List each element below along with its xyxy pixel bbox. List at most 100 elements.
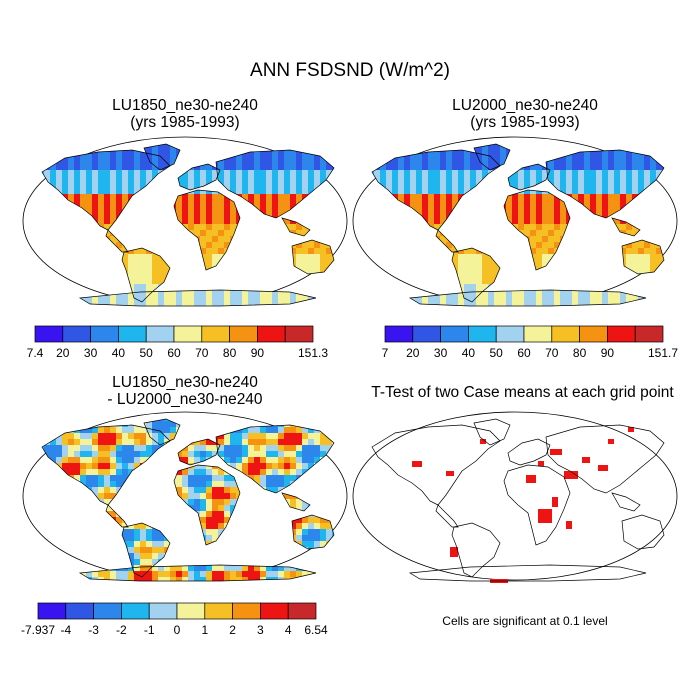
- colorbar-tick-label: 30: [83, 346, 98, 360]
- coastline-asia: [545, 149, 665, 219]
- colorbar-tick-label: 4: [284, 623, 292, 637]
- colorbar-swatch: [229, 325, 258, 343]
- panel-title-lu2000: LU2000_ne30-ne240 (yrs 1985-1993): [375, 97, 675, 131]
- colorbar-lu1850: [34, 325, 314, 343]
- colorbar-swatch: [579, 325, 608, 343]
- significance-note: Cells are significant at 0.1 level: [442, 614, 608, 628]
- coastline-asia: [545, 424, 665, 494]
- colorbar-swatch: [90, 325, 119, 343]
- coastline-antarctica: [78, 564, 317, 582]
- colorbar-swatch: [201, 325, 230, 343]
- colorbar-swatch: [384, 325, 414, 343]
- coastline-antarctica: [78, 289, 317, 307]
- colorbar-swatch: [37, 602, 67, 620]
- colorbar-tick-label: 7.4: [26, 346, 44, 360]
- colorbar-tick-label: 80: [572, 346, 587, 360]
- coastline-south-america: [121, 522, 171, 578]
- coastline-south-america: [451, 247, 501, 303]
- coastline-north-america: [371, 149, 501, 231]
- map-diff: [22, 411, 348, 582]
- colorbar-tick-label: 50: [489, 346, 503, 360]
- colorbar-tick-label: 7: [381, 346, 389, 360]
- colorbar-diff: [37, 602, 317, 620]
- colorbar-swatch: [145, 325, 175, 343]
- coastlines: [41, 418, 335, 582]
- colorbar-swatch: [634, 325, 664, 343]
- coastline-southeast-asia: [611, 217, 641, 237]
- coastline-australia: [621, 239, 665, 275]
- colorbar-tick-label: -3: [88, 623, 99, 637]
- colorbar-tick-label: 80: [222, 346, 237, 360]
- coastline-southeast-asia: [281, 492, 311, 512]
- colorbar-tick-label: 90: [600, 346, 615, 360]
- colorbar-tick-label: 60: [517, 346, 531, 360]
- panel-title-line2: - LU2000_ne30-ne240: [107, 391, 263, 408]
- coastline-north-america: [41, 424, 171, 506]
- coastlines: [371, 143, 665, 307]
- coastline-africa: [173, 464, 241, 546]
- coastline-africa: [173, 189, 241, 271]
- colorbar-tick-label: 20: [56, 346, 70, 360]
- colorbar-swatch: [495, 325, 525, 343]
- coastlines: [371, 418, 665, 582]
- colorbar-labels-lu2000: 7 20 30 40 50 60 70 80 90 151.7: [381, 346, 678, 362]
- colorbar-tick-label: -7.937: [20, 623, 56, 637]
- panel-title-line1: LU2000_ne30-ne240: [452, 97, 598, 114]
- panel-title-lu1850: LU1850_ne30-ne240 (yrs 1985-1993): [40, 97, 330, 131]
- panel-title-line2: (yrs 1985-1993): [130, 114, 240, 131]
- colorbar-swatch: [551, 325, 580, 343]
- coastline-europe: [507, 438, 551, 466]
- colorbar-tick-label: 151.7: [647, 346, 679, 360]
- colorbar-tick-label: -2: [116, 623, 127, 637]
- colorbar-swatch: [121, 602, 150, 620]
- coastline-antarctica: [408, 289, 647, 307]
- colorbar-swatch: [440, 325, 469, 343]
- colorbar-swatch: [148, 602, 178, 620]
- map-ttest: [352, 411, 678, 583]
- coastline-europe: [177, 163, 221, 191]
- coastline-southeast-asia: [611, 492, 641, 512]
- coastline-greenland: [143, 418, 181, 446]
- colorbar-swatch: [468, 325, 497, 343]
- colorbar-swatch: [118, 325, 147, 343]
- coastline-europe: [507, 163, 551, 191]
- colorbar-swatch: [412, 325, 441, 343]
- coastline-australia: [621, 514, 665, 550]
- coastline-north-america: [41, 149, 171, 231]
- coastline-africa: [503, 189, 571, 271]
- colorbar-swatch: [93, 602, 122, 620]
- colorbar-tick-label: 2: [229, 623, 236, 637]
- colorbar-tick-label: 0: [173, 623, 181, 637]
- coastline-antarctica: [408, 564, 647, 582]
- colorbar-tick-label: -1: [143, 623, 155, 637]
- colorbar-tick-label: 6.54: [304, 623, 328, 637]
- colorbar-tick-label: 50: [139, 346, 153, 360]
- panel-title-line1: LU1850_ne30-ne240: [112, 374, 258, 391]
- coastlines: [41, 143, 335, 307]
- coastline-europe: [177, 438, 221, 466]
- colorbar-tick-label: 60: [167, 346, 181, 360]
- coastline-greenland: [473, 418, 511, 446]
- colorbar-tick-label: 40: [461, 346, 476, 360]
- panel-title-line1: T-Test of two Case means at each grid po…: [371, 384, 674, 401]
- colorbar-swatch: [173, 325, 203, 343]
- colorbar-tick-label: 30: [433, 346, 448, 360]
- coastline-south-america: [451, 522, 501, 578]
- coastline-australia: [291, 514, 335, 550]
- colorbar-swatch: [523, 325, 553, 343]
- coastline-asia: [215, 424, 335, 494]
- map-lu1850: [22, 136, 348, 307]
- colorbar-lu2000: [384, 325, 664, 343]
- colorbar-tick-label: 1: [201, 623, 209, 637]
- colorbar-swatch: [284, 325, 314, 343]
- colorbar-swatch: [62, 325, 91, 343]
- colorbar-swatch: [204, 602, 233, 620]
- colorbar-tick-label: 3: [257, 623, 264, 637]
- colorbar-swatch: [287, 602, 317, 620]
- colorbar-swatch: [232, 602, 261, 620]
- map-frame: [352, 411, 678, 581]
- colorbar-swatch: [260, 602, 289, 620]
- colorbar-tick-label: 20: [406, 346, 420, 360]
- coastline-africa: [503, 464, 571, 546]
- colorbar-swatch: [34, 325, 64, 343]
